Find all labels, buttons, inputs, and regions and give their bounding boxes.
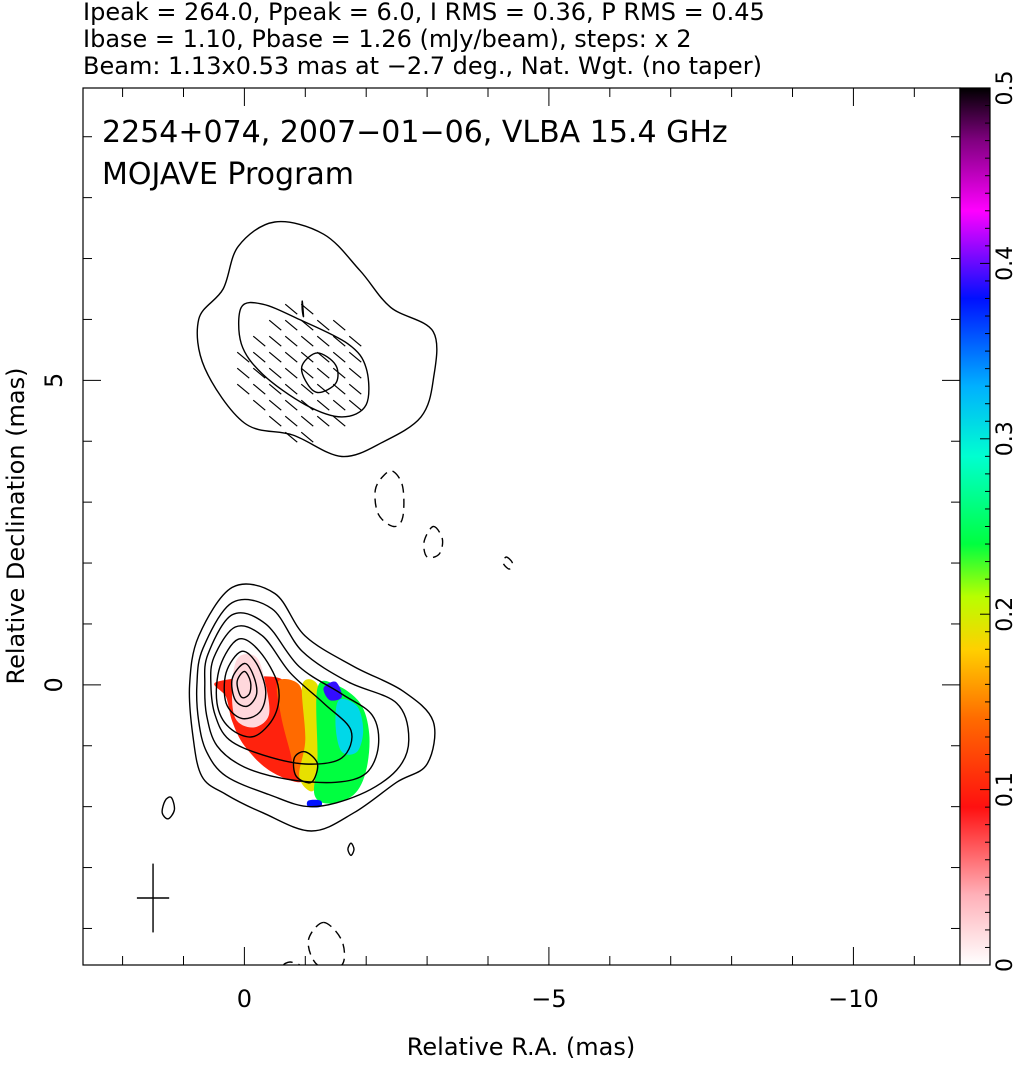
evpa-vector (316, 351, 330, 363)
contour-knot (292, 750, 319, 784)
y-tick-label: 5 (40, 373, 68, 388)
contour-north-mark (301, 300, 305, 318)
colorbar-tick-label: 0.2 (993, 597, 1018, 632)
x-tick-label: −5 (531, 985, 566, 1013)
contour-neg-3 (502, 556, 514, 570)
evpa-vector (236, 351, 250, 363)
evpa-vector (284, 383, 298, 395)
evpa-vector (300, 367, 314, 379)
evpa-vector (268, 335, 282, 347)
colorbar-tick-label: 0.5 (993, 71, 1018, 106)
evpa-vector (252, 383, 266, 395)
axis-ticks: 0 −5 −10 0 5 (40, 88, 960, 1013)
x-axis-label: Relative R.A. (mas) (407, 1033, 635, 1061)
contour-neg-1 (374, 470, 405, 528)
contour-north-1 (196, 220, 438, 458)
evpa-vector (332, 351, 346, 363)
header-line-2: Ibase = 1.10, Pbase = 1.26 (mJy/beam), s… (83, 25, 692, 53)
polarization-region-pol-core-blue-2 (306, 799, 323, 808)
evpa-vector (348, 335, 362, 347)
evpa-vector (236, 367, 250, 379)
contour-core-2 (195, 598, 410, 808)
evpa-vector (268, 351, 282, 363)
header-line-3: Beam: 1.13x0.53 mas at −2.7 deg., Nat. W… (83, 52, 762, 80)
beam-cross (136, 863, 170, 933)
evpa-vector (300, 303, 314, 315)
evpa-vector (316, 415, 330, 427)
y-axis-label: Relative Declination (mas) (2, 367, 30, 684)
evpa-vector (252, 335, 266, 347)
evpa-vector (284, 351, 298, 363)
evpa-vector (268, 319, 282, 331)
evpa-vector (284, 335, 298, 347)
contour-neg-2 (423, 525, 444, 559)
evpa-vector (252, 399, 266, 411)
evpa-vector (316, 399, 330, 411)
chart-title: 2254+074, 2007−01−06, VLBA 15.4 GHz (102, 115, 728, 150)
evpa-vector (332, 367, 346, 379)
evpa-vector (348, 399, 362, 411)
evpa-vector (300, 399, 314, 411)
evpa-vector (268, 383, 282, 395)
evpa-vector (300, 431, 314, 443)
evpa-vector (348, 351, 362, 363)
evpa-vector (252, 351, 266, 363)
evpa-vector (268, 367, 282, 379)
evpa-vector (348, 383, 362, 395)
x-tick-label: −10 (828, 985, 879, 1013)
polarization-layer (214, 654, 370, 808)
evpa-vector (332, 335, 346, 347)
colorbar-ticks: 0 0.1 0.2 0.3 0.4 0.5 (980, 71, 1018, 972)
contour-core-6 (223, 650, 267, 720)
evpa-vector (284, 415, 298, 427)
evpa-vector (236, 383, 250, 395)
contour-neg-4 (307, 921, 346, 965)
evpa-vector (316, 383, 330, 395)
evpa-vector (316, 335, 330, 347)
evpa-vector (332, 319, 346, 331)
evpa-vector (300, 383, 314, 395)
plot-frame (82, 87, 961, 966)
evpa-vector (316, 367, 330, 379)
contour-core-7 (230, 662, 258, 708)
evpa-vector (332, 415, 346, 427)
evpa-vector (284, 399, 298, 411)
evpa-vector (332, 399, 346, 411)
evpa-vector (268, 399, 282, 411)
contour-neg-5 (283, 961, 300, 965)
evpa-vectors (236, 303, 362, 443)
contour-core-4 (210, 625, 353, 765)
contour-blob-1 (161, 796, 176, 820)
evpa-vector (284, 319, 298, 331)
chart-subtitle: MOJAVE Program (102, 157, 354, 192)
colorbar-tick-label: 0.1 (993, 772, 1018, 807)
evpa-vector (252, 367, 266, 379)
evpa-vector (284, 367, 298, 379)
contour-layer (161, 220, 514, 965)
evpa-vector (300, 351, 314, 363)
contour-blob-2 (347, 842, 355, 857)
x-tick-label: 0 (237, 985, 252, 1013)
y-tick-label: 0 (40, 677, 68, 692)
evpa-vector (300, 319, 314, 331)
evpa-vector (316, 319, 330, 331)
evpa-vector (348, 367, 362, 379)
contour-core-8 (236, 670, 252, 699)
colorbar-tick-label: 0.3 (993, 421, 1018, 456)
evpa-vector (300, 415, 314, 427)
evpa-vector (300, 335, 314, 347)
contour-core-1 (188, 583, 436, 832)
header-line-1: Ipeak = 264.0, Ppeak = 6.0, I RMS = 0.36… (83, 0, 765, 26)
evpa-vector (268, 415, 282, 427)
colorbar-tick-label: 0.4 (993, 246, 1018, 281)
contour-north-2 (237, 301, 370, 418)
evpa-vector (332, 383, 346, 395)
evpa-vector (284, 431, 298, 443)
contour-core-5 (215, 637, 280, 738)
contour-core-3 (203, 612, 380, 784)
evpa-vector (284, 303, 298, 315)
colorbar-tick-label: 0 (993, 958, 1018, 972)
